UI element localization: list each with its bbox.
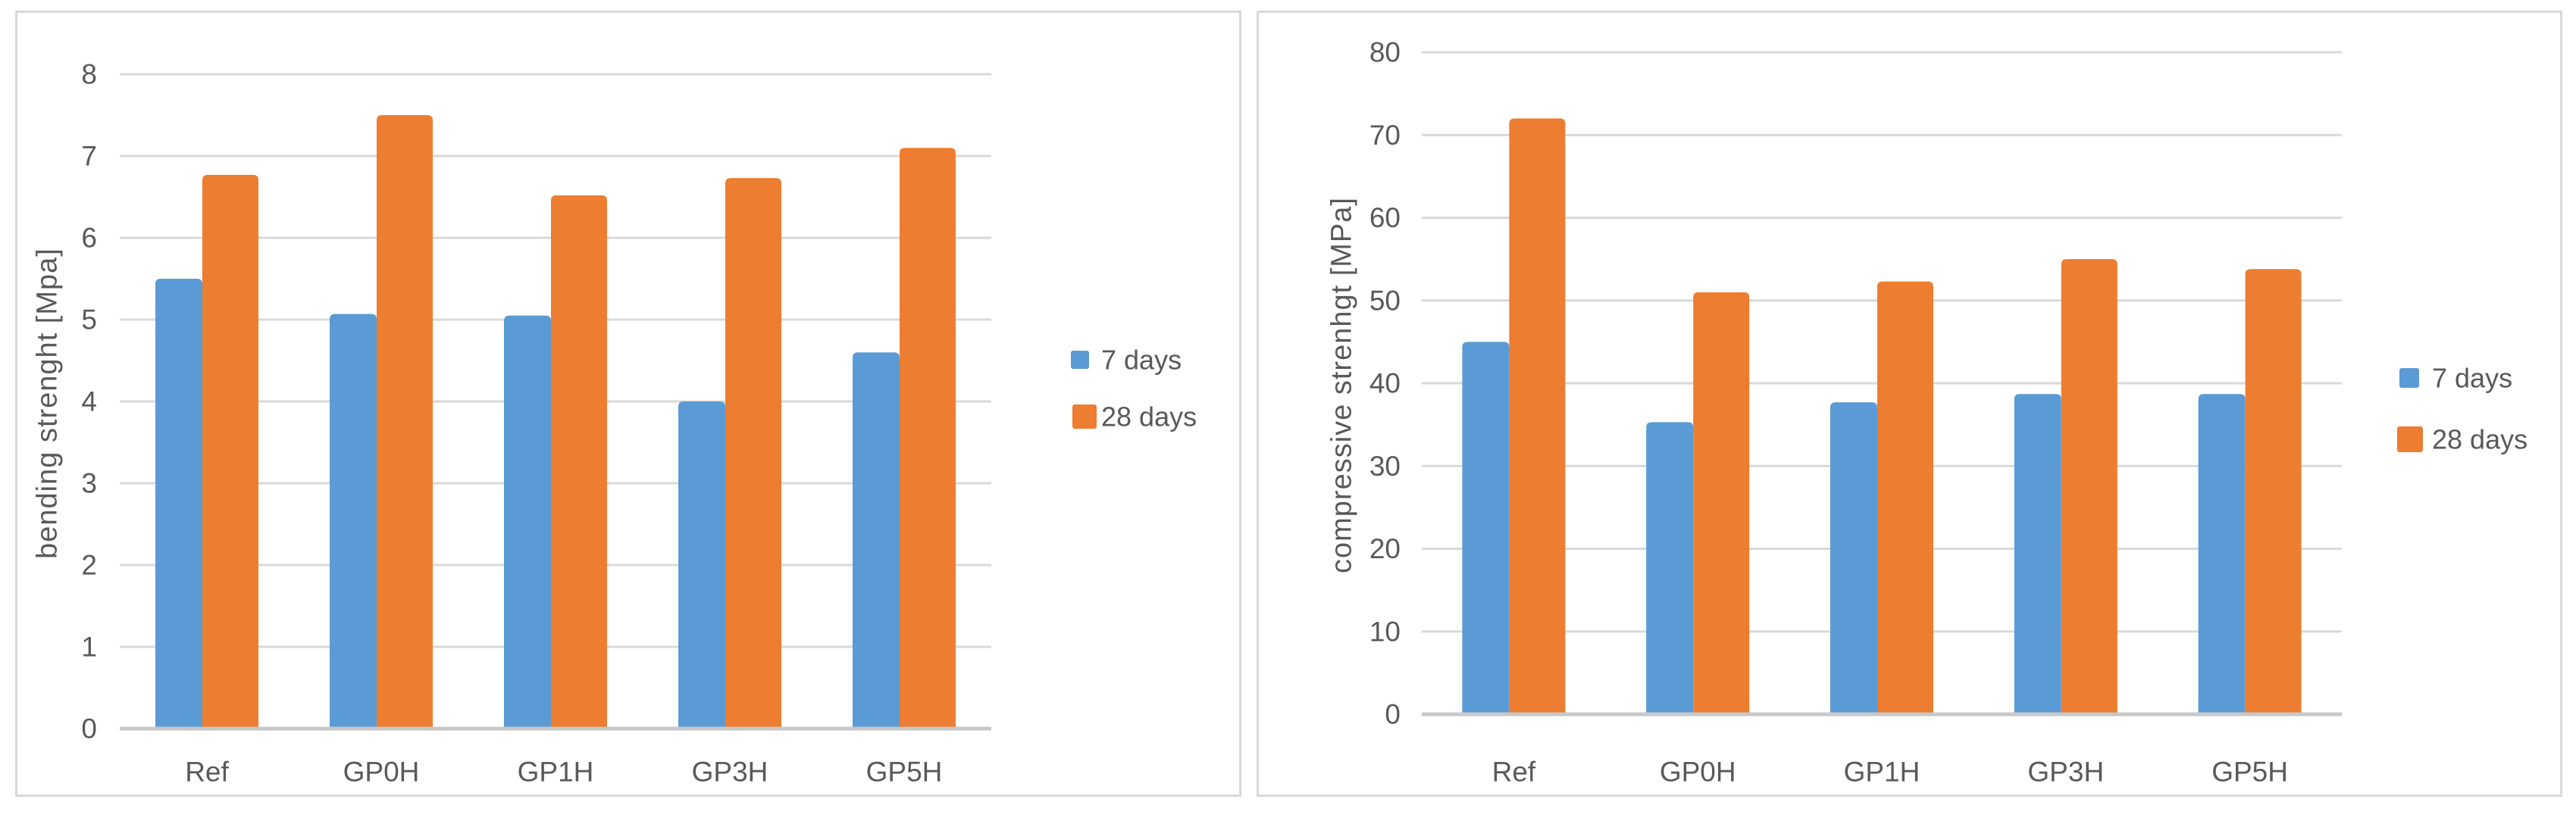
y-axis-tick-label: 10 [1369,616,1401,647]
y-axis-tick-label: 50 [1369,285,1401,316]
bar-7-days-GP5H [853,352,900,729]
bending-y-axis-title: bending strenght [Mpa] [31,248,64,559]
bar-7-days-Ref [155,279,202,729]
bar-28-days-GP5H [2245,269,2302,714]
bending-strength-chart: 0 1 2 3 4 5 6 7 8 Ref GP0H GP1H GP3H GP5H 7 days 28 day… [81,59,1197,788]
legend-swatch-28-days [2397,426,2423,452]
bar-28-days-GP1H [1877,281,1933,714]
x-axis-category-label: GP5H [866,757,943,788]
y-axis-tick-label: 80 [1369,37,1401,68]
y-axis-tick-label: 4 [81,386,97,417]
bending-strength-chart-panel: 0 1 2 3 4 5 6 7 8 Ref GP0H GP1H GP3H GP5H 7 days 28 day… [15,11,1241,797]
legend-swatch-7-days [1071,351,1089,369]
bar-28-days-GP3H [725,178,781,729]
bar-28-days-GP0H [1693,292,1750,714]
compressive-y-axis-title: compressive strenhgt [MPa] [1326,197,1358,573]
bar-7-days-GP0H [330,314,377,729]
y-axis-tick-label: 60 [1369,202,1401,233]
x-axis-category-label: GP0H [1660,757,1736,788]
legend-label-28-days: 28 days [1101,401,1197,432]
y-axis-tick-label: 7 [81,141,97,172]
bar-7-days-GP1H [1830,402,1877,714]
y-axis-tick-label: 1 [81,632,97,663]
x-axis-category-label: GP3H [692,757,768,788]
y-axis-tick-label: 20 [1369,533,1401,564]
compressive-strength-chart-panel: 0 10 20 30 40 50 60 70 80 Ref GP0H GP1H GP3H GP5H 7 da… [1257,11,2562,797]
y-axis-tick-label: 6 [81,223,97,254]
y-axis-tick-label: 30 [1369,451,1401,482]
bar-28-days-Ref [202,174,258,729]
bar-28-days-GP1H [551,195,607,729]
legend-swatch-7-days [2399,368,2419,388]
x-axis-category-label: GP3H [2027,757,2104,788]
bar-28-days-GP5H [900,148,956,729]
bar-7-days-GP5H [2198,394,2246,714]
y-axis-tick-label: 0 [1385,699,1401,730]
bar-7-days-GP1H [504,315,551,729]
bar-28-days-GP3H [2061,259,2117,714]
legend-label-7-days: 7 days [2432,363,2512,394]
legend-swatch-28-days [1072,404,1097,429]
y-axis-tick-label: 40 [1369,368,1401,399]
x-axis-category-label: Ref [185,757,229,788]
x-axis-category-label: GP5H [2211,757,2288,788]
legend-label-28-days: 28 days [2432,424,2527,455]
x-axis-category-label: GP0H [343,757,420,788]
legend-label-7-days: 7 days [1101,345,1182,376]
bar-7-days-Ref [1462,342,1510,714]
bar-28-days-Ref [1509,118,1566,714]
y-axis-tick-label: 5 [81,304,97,336]
x-axis-category-label: GP1H [1844,757,1920,788]
y-axis-tick-label: 2 [81,550,97,581]
y-axis-tick-label: 70 [1369,120,1401,151]
compressive-strength-chart: 0 10 20 30 40 50 60 70 80 Ref GP0H GP1H GP3H GP5H 7 da… [1369,37,2527,788]
bar-28-days-GP0H [377,115,433,729]
y-axis-tick-label: 0 [81,714,97,745]
x-axis-category-label: Ref [1492,757,1536,788]
bar-7-days-GP3H [2014,394,2061,714]
bar-7-days-GP3H [678,401,725,729]
y-axis-tick-label: 8 [81,59,97,90]
bar-7-days-GP0H [1646,422,1694,714]
x-axis-category-label: GP1H [518,757,594,788]
y-axis-tick-label: 3 [81,468,97,499]
